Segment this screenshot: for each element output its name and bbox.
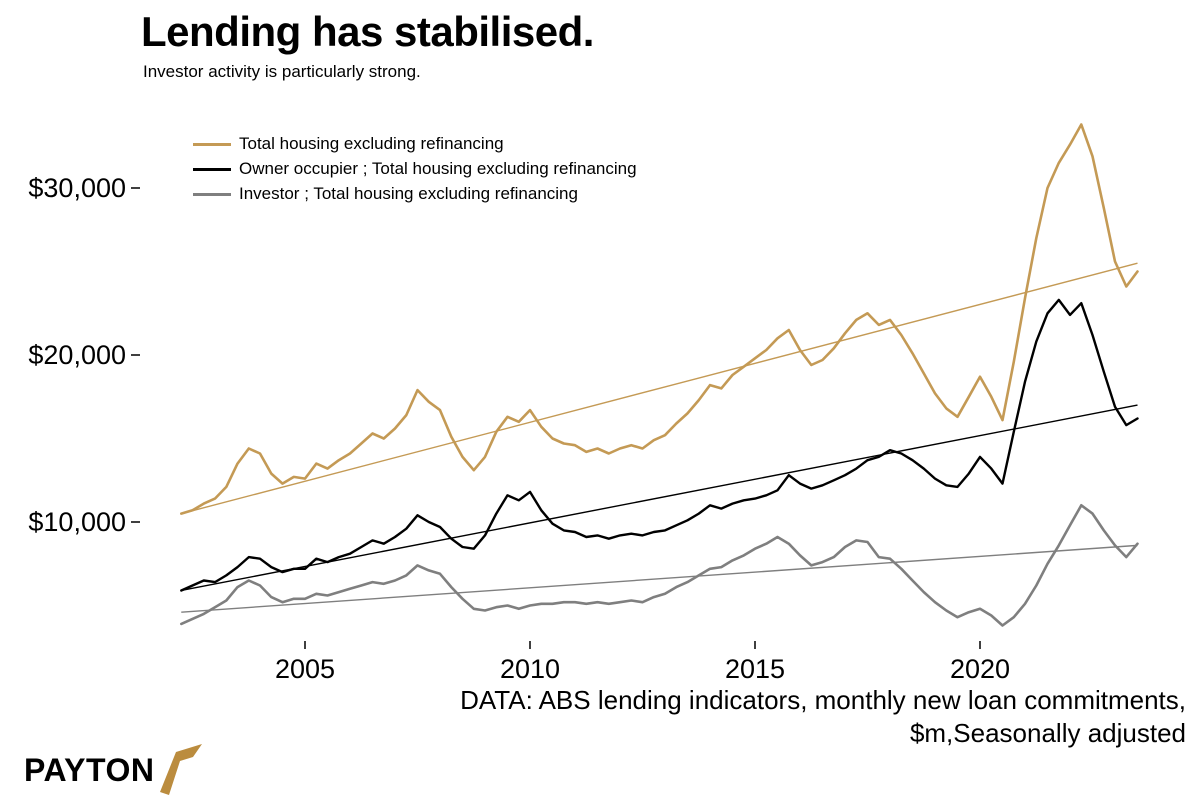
y-tick-label-2: $30,000 xyxy=(28,173,126,203)
legend-swatch-total-housing xyxy=(193,142,231,146)
caption-line-2: $m,Seasonally adjusted xyxy=(909,718,1186,748)
legend-item-owner-occupier: Owner occupier ; Total housing excluding… xyxy=(193,159,637,179)
legend-item-investor: Investor ; Total housing excluding refin… xyxy=(193,184,637,204)
trend-line-2 xyxy=(181,544,1138,613)
series-line-2 xyxy=(180,503,1139,627)
legend-item-total-housing: Total housing excluding refinancing xyxy=(193,134,637,154)
payton-logo: PAYTON xyxy=(24,742,204,796)
y-tick-label-0: $10,000 xyxy=(28,507,126,537)
caption-line-1: DATA: ABS lending indicators, monthly ne… xyxy=(460,685,1186,715)
series-line-1 xyxy=(180,298,1139,592)
legend-label-total-housing: Total housing excluding refinancing xyxy=(239,134,504,153)
legend-label-owner-occupier: Owner occupier ; Total housing excluding… xyxy=(239,159,637,178)
x-tick-label-1: 2010 xyxy=(500,654,560,684)
payton-mark-icon xyxy=(160,744,203,795)
x-tick-label-0: 2005 xyxy=(275,654,335,684)
page-subtitle: Investor activity is particularly strong… xyxy=(143,62,421,81)
trend-line-0 xyxy=(181,262,1138,515)
x-tick-label-3: 2020 xyxy=(950,654,1010,684)
legend-swatch-investor xyxy=(193,192,231,196)
y-tick-label-1: $20,000 xyxy=(28,340,126,370)
x-tick-label-2: 2015 xyxy=(725,654,785,684)
legend: Total housing excluding refinancing Owne… xyxy=(193,134,637,204)
page-title: Lending has stabilised. xyxy=(141,8,594,55)
payton-logo-text: PAYTON xyxy=(24,752,155,788)
data-source-caption: DATA: ABS lending indicators, monthly ne… xyxy=(460,684,1186,750)
legend-label-investor: Investor ; Total housing excluding refin… xyxy=(239,184,578,203)
series-line-0 xyxy=(180,123,1139,515)
legend-swatch-owner-occupier xyxy=(193,167,231,171)
trend-line-1 xyxy=(181,404,1138,592)
